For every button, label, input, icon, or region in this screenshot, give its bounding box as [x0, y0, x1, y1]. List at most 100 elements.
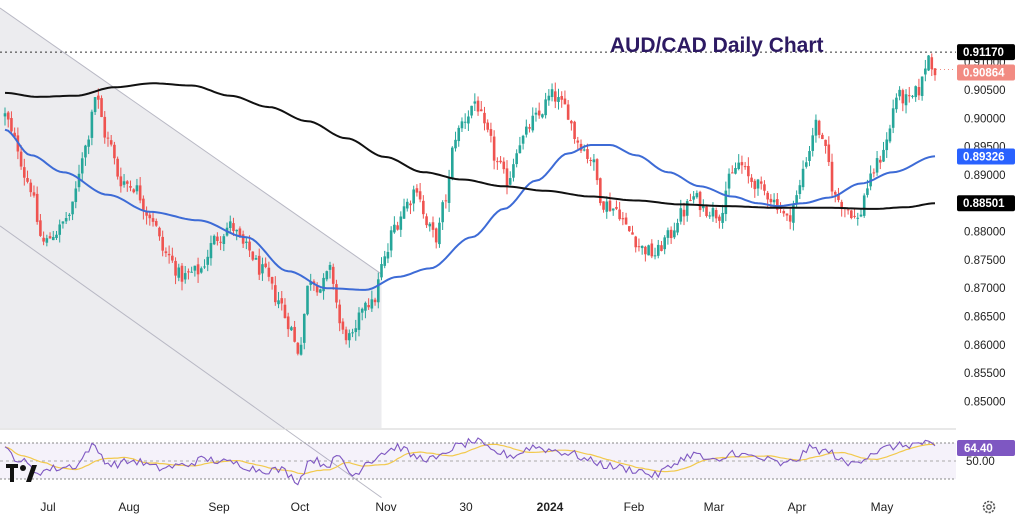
candle-body — [917, 87, 921, 96]
candle-body — [743, 166, 747, 168]
candle — [817, 119, 821, 139]
candle-body — [431, 222, 435, 230]
candle-body — [586, 149, 589, 159]
candle — [595, 158, 599, 185]
candle-body — [125, 181, 129, 184]
candle — [785, 213, 789, 221]
candle-body — [682, 209, 686, 217]
candle — [737, 154, 741, 171]
candle — [354, 319, 358, 341]
candle — [341, 318, 345, 335]
candle-body — [80, 158, 84, 174]
candle-body — [212, 235, 216, 245]
candle — [483, 106, 486, 131]
candle — [615, 200, 618, 211]
candle — [627, 226, 631, 233]
tradingview-logo[interactable] — [6, 464, 37, 482]
candle — [547, 89, 551, 106]
candle-body — [724, 190, 728, 215]
candle-body — [357, 312, 361, 330]
candle — [734, 162, 737, 175]
gear-icon[interactable] — [982, 500, 996, 514]
candle — [222, 233, 226, 252]
candle — [296, 342, 300, 356]
candle-body — [592, 159, 596, 163]
candle — [917, 78, 921, 101]
candle — [209, 235, 213, 266]
candle-body — [328, 265, 332, 270]
rsi-line — [4, 437, 936, 486]
candle-body — [402, 206, 406, 219]
candle — [592, 153, 596, 171]
candle — [422, 195, 425, 219]
price-tick-label: 0.90000 — [964, 113, 1006, 125]
candle-body — [875, 158, 879, 173]
candle — [51, 230, 55, 241]
candle-body — [920, 76, 924, 96]
candle — [576, 136, 580, 150]
candle-body — [853, 215, 856, 217]
candle-body — [235, 229, 238, 232]
candle — [293, 320, 296, 343]
candle-body — [486, 122, 489, 130]
candle-body — [737, 162, 741, 170]
candle-body — [801, 168, 805, 188]
candle — [145, 206, 148, 225]
ma50-line — [4, 128, 936, 291]
price-tick-label: 0.86000 — [964, 340, 1006, 352]
candle-body — [309, 281, 313, 285]
candle — [386, 243, 390, 264]
price-tag-last: 0.90864 — [957, 64, 1015, 81]
candle — [804, 157, 808, 169]
candle-body — [570, 120, 573, 124]
candle-body — [351, 332, 354, 334]
candle-body — [859, 214, 863, 217]
candle — [479, 101, 483, 112]
candle-body — [718, 216, 721, 221]
price-tag-ma50: 0.89326 — [957, 148, 1015, 165]
candle-body — [68, 214, 71, 216]
candle — [553, 82, 557, 109]
candle-body — [296, 342, 300, 354]
candle — [618, 201, 621, 221]
price-tick-label: 0.85500 — [964, 368, 1006, 380]
candle — [393, 216, 396, 234]
candle-body — [405, 201, 409, 209]
candle-body — [824, 139, 827, 146]
candle-body — [55, 234, 58, 238]
candle-body — [222, 236, 226, 244]
candle — [64, 212, 68, 225]
candle — [888, 124, 892, 144]
candle-body — [238, 228, 242, 237]
candle — [566, 100, 570, 121]
candle-body — [550, 89, 554, 98]
candle-body — [396, 225, 399, 230]
candle — [325, 270, 329, 282]
price-tag-box — [957, 64, 1015, 81]
candle-body — [895, 97, 898, 110]
candle — [891, 99, 895, 134]
candle — [875, 150, 879, 176]
candle-body — [299, 344, 303, 355]
candle — [496, 157, 499, 170]
candle — [792, 200, 795, 231]
candle — [550, 83, 554, 102]
candle-body — [77, 173, 81, 188]
candle-body — [753, 180, 757, 190]
candle-body — [537, 110, 541, 116]
candle — [850, 209, 853, 220]
candle-body — [90, 111, 94, 138]
candle — [264, 257, 267, 269]
candle — [158, 226, 161, 241]
candle-body — [689, 199, 692, 202]
candle — [373, 297, 377, 306]
candle-body — [698, 191, 702, 211]
candle-body — [444, 200, 448, 202]
candle — [277, 291, 280, 309]
candle-body — [483, 112, 486, 124]
candle-body — [257, 255, 261, 275]
candle-body — [190, 271, 193, 273]
candle — [193, 265, 197, 277]
